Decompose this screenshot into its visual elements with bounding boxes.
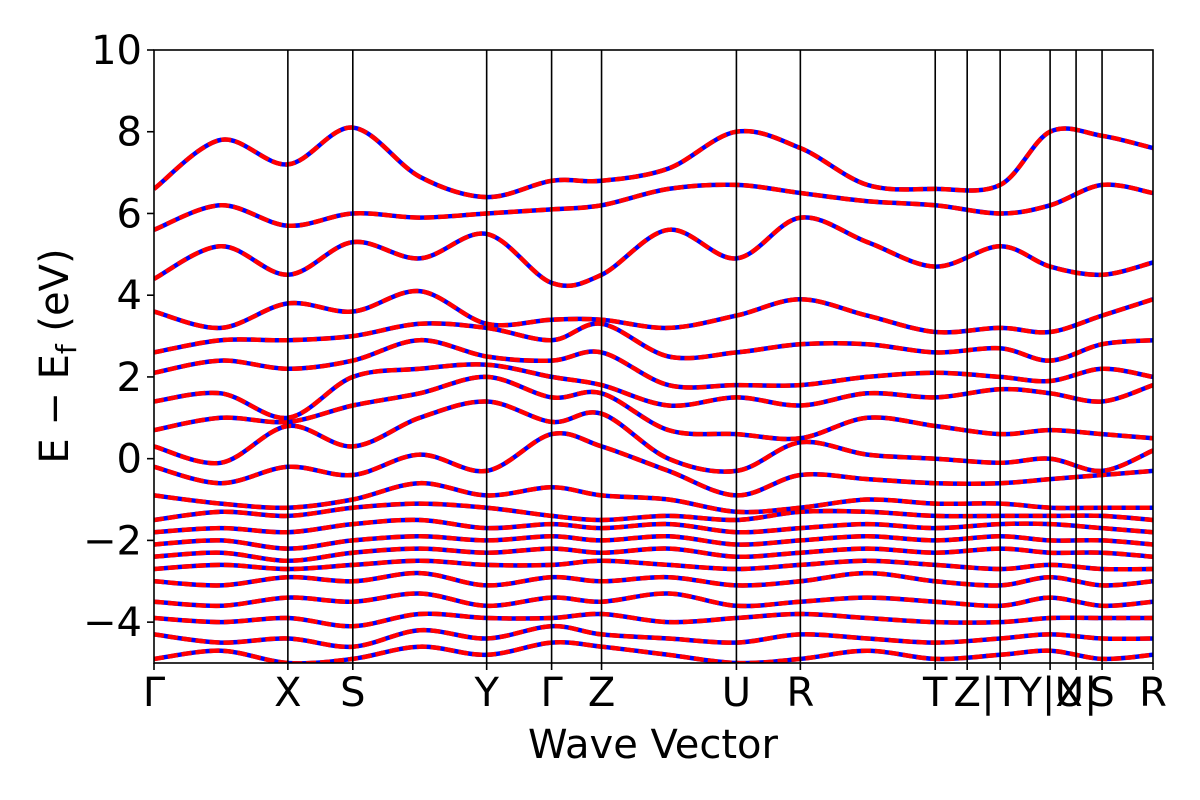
x-tick-label: Y bbox=[473, 670, 499, 716]
band-line bbox=[154, 374, 1153, 442]
x-tick-label: U bbox=[722, 670, 751, 716]
band-line bbox=[154, 640, 1153, 663]
x-ticks: Γ X S Y Γ Z U R T Z |TY|XU|S R bbox=[143, 663, 1167, 716]
band-line-overlay bbox=[154, 546, 1153, 564]
y-tick-label: 10 bbox=[91, 28, 142, 74]
x-axis-title: Wave Vector bbox=[528, 722, 779, 768]
x-tick-label: R bbox=[786, 670, 814, 716]
x-tick-label: Γ bbox=[143, 670, 166, 716]
y-tick-label: 4 bbox=[117, 273, 142, 319]
band-line bbox=[154, 570, 1153, 588]
band-line-overlay bbox=[154, 558, 1153, 572]
band-line bbox=[154, 430, 1153, 498]
y-tick-label: 2 bbox=[117, 355, 142, 401]
plot-frame bbox=[153, 49, 1154, 664]
x-tick-label: S bbox=[1089, 670, 1114, 716]
x-tick-label: Z bbox=[953, 670, 980, 716]
y-tick-label: −2 bbox=[83, 518, 142, 564]
band-line-overlay bbox=[154, 215, 1153, 289]
x-tick-label: S bbox=[340, 670, 365, 716]
y-tick-label: 6 bbox=[117, 191, 142, 237]
x-tick-label: Γ bbox=[540, 670, 563, 716]
band-line bbox=[154, 480, 1153, 515]
band-line-overlay bbox=[154, 517, 1153, 535]
band-line bbox=[154, 182, 1153, 232]
y-tick-label: 8 bbox=[117, 110, 142, 156]
y-axis-title-sub: f bbox=[50, 343, 83, 354]
band-line-overlay bbox=[154, 611, 1153, 629]
band-line bbox=[154, 215, 1153, 289]
bands-layer bbox=[154, 125, 1153, 663]
y-tick-label: 0 bbox=[117, 437, 142, 483]
band-line bbox=[154, 288, 1153, 335]
x-tick-label: |T bbox=[981, 670, 1019, 716]
y-axis-title: E − Ef (eV) bbox=[32, 248, 83, 463]
band-line bbox=[154, 534, 1153, 551]
kpoint-lines bbox=[287, 50, 1103, 663]
band-line bbox=[154, 337, 1153, 390]
band-line bbox=[154, 591, 1153, 609]
band-line bbox=[154, 546, 1153, 564]
band-line bbox=[154, 517, 1153, 535]
x-tick-label: Y|X bbox=[1016, 670, 1082, 716]
band-line bbox=[154, 558, 1153, 572]
band-line bbox=[154, 362, 1153, 421]
x-tick-label: T bbox=[922, 670, 948, 716]
x-tick-label: Z bbox=[588, 670, 615, 716]
y-axis-title-main: E − E bbox=[32, 354, 78, 464]
band-line bbox=[154, 611, 1153, 629]
x-tick-label: U| bbox=[1055, 670, 1098, 716]
x-tick-label: R bbox=[1139, 670, 1167, 716]
band-line bbox=[154, 501, 1153, 523]
y-ticks: −4 −2 0 2 4 6 8 10 bbox=[83, 28, 154, 646]
y-tick-label: −4 bbox=[83, 600, 142, 646]
y-axis-title-unit: (eV) bbox=[32, 248, 78, 344]
band-line bbox=[154, 125, 1153, 200]
band-line bbox=[154, 321, 1153, 363]
band-line-overlay bbox=[154, 125, 1153, 200]
band-line bbox=[154, 623, 1153, 650]
x-tick-label: X bbox=[274, 670, 301, 716]
